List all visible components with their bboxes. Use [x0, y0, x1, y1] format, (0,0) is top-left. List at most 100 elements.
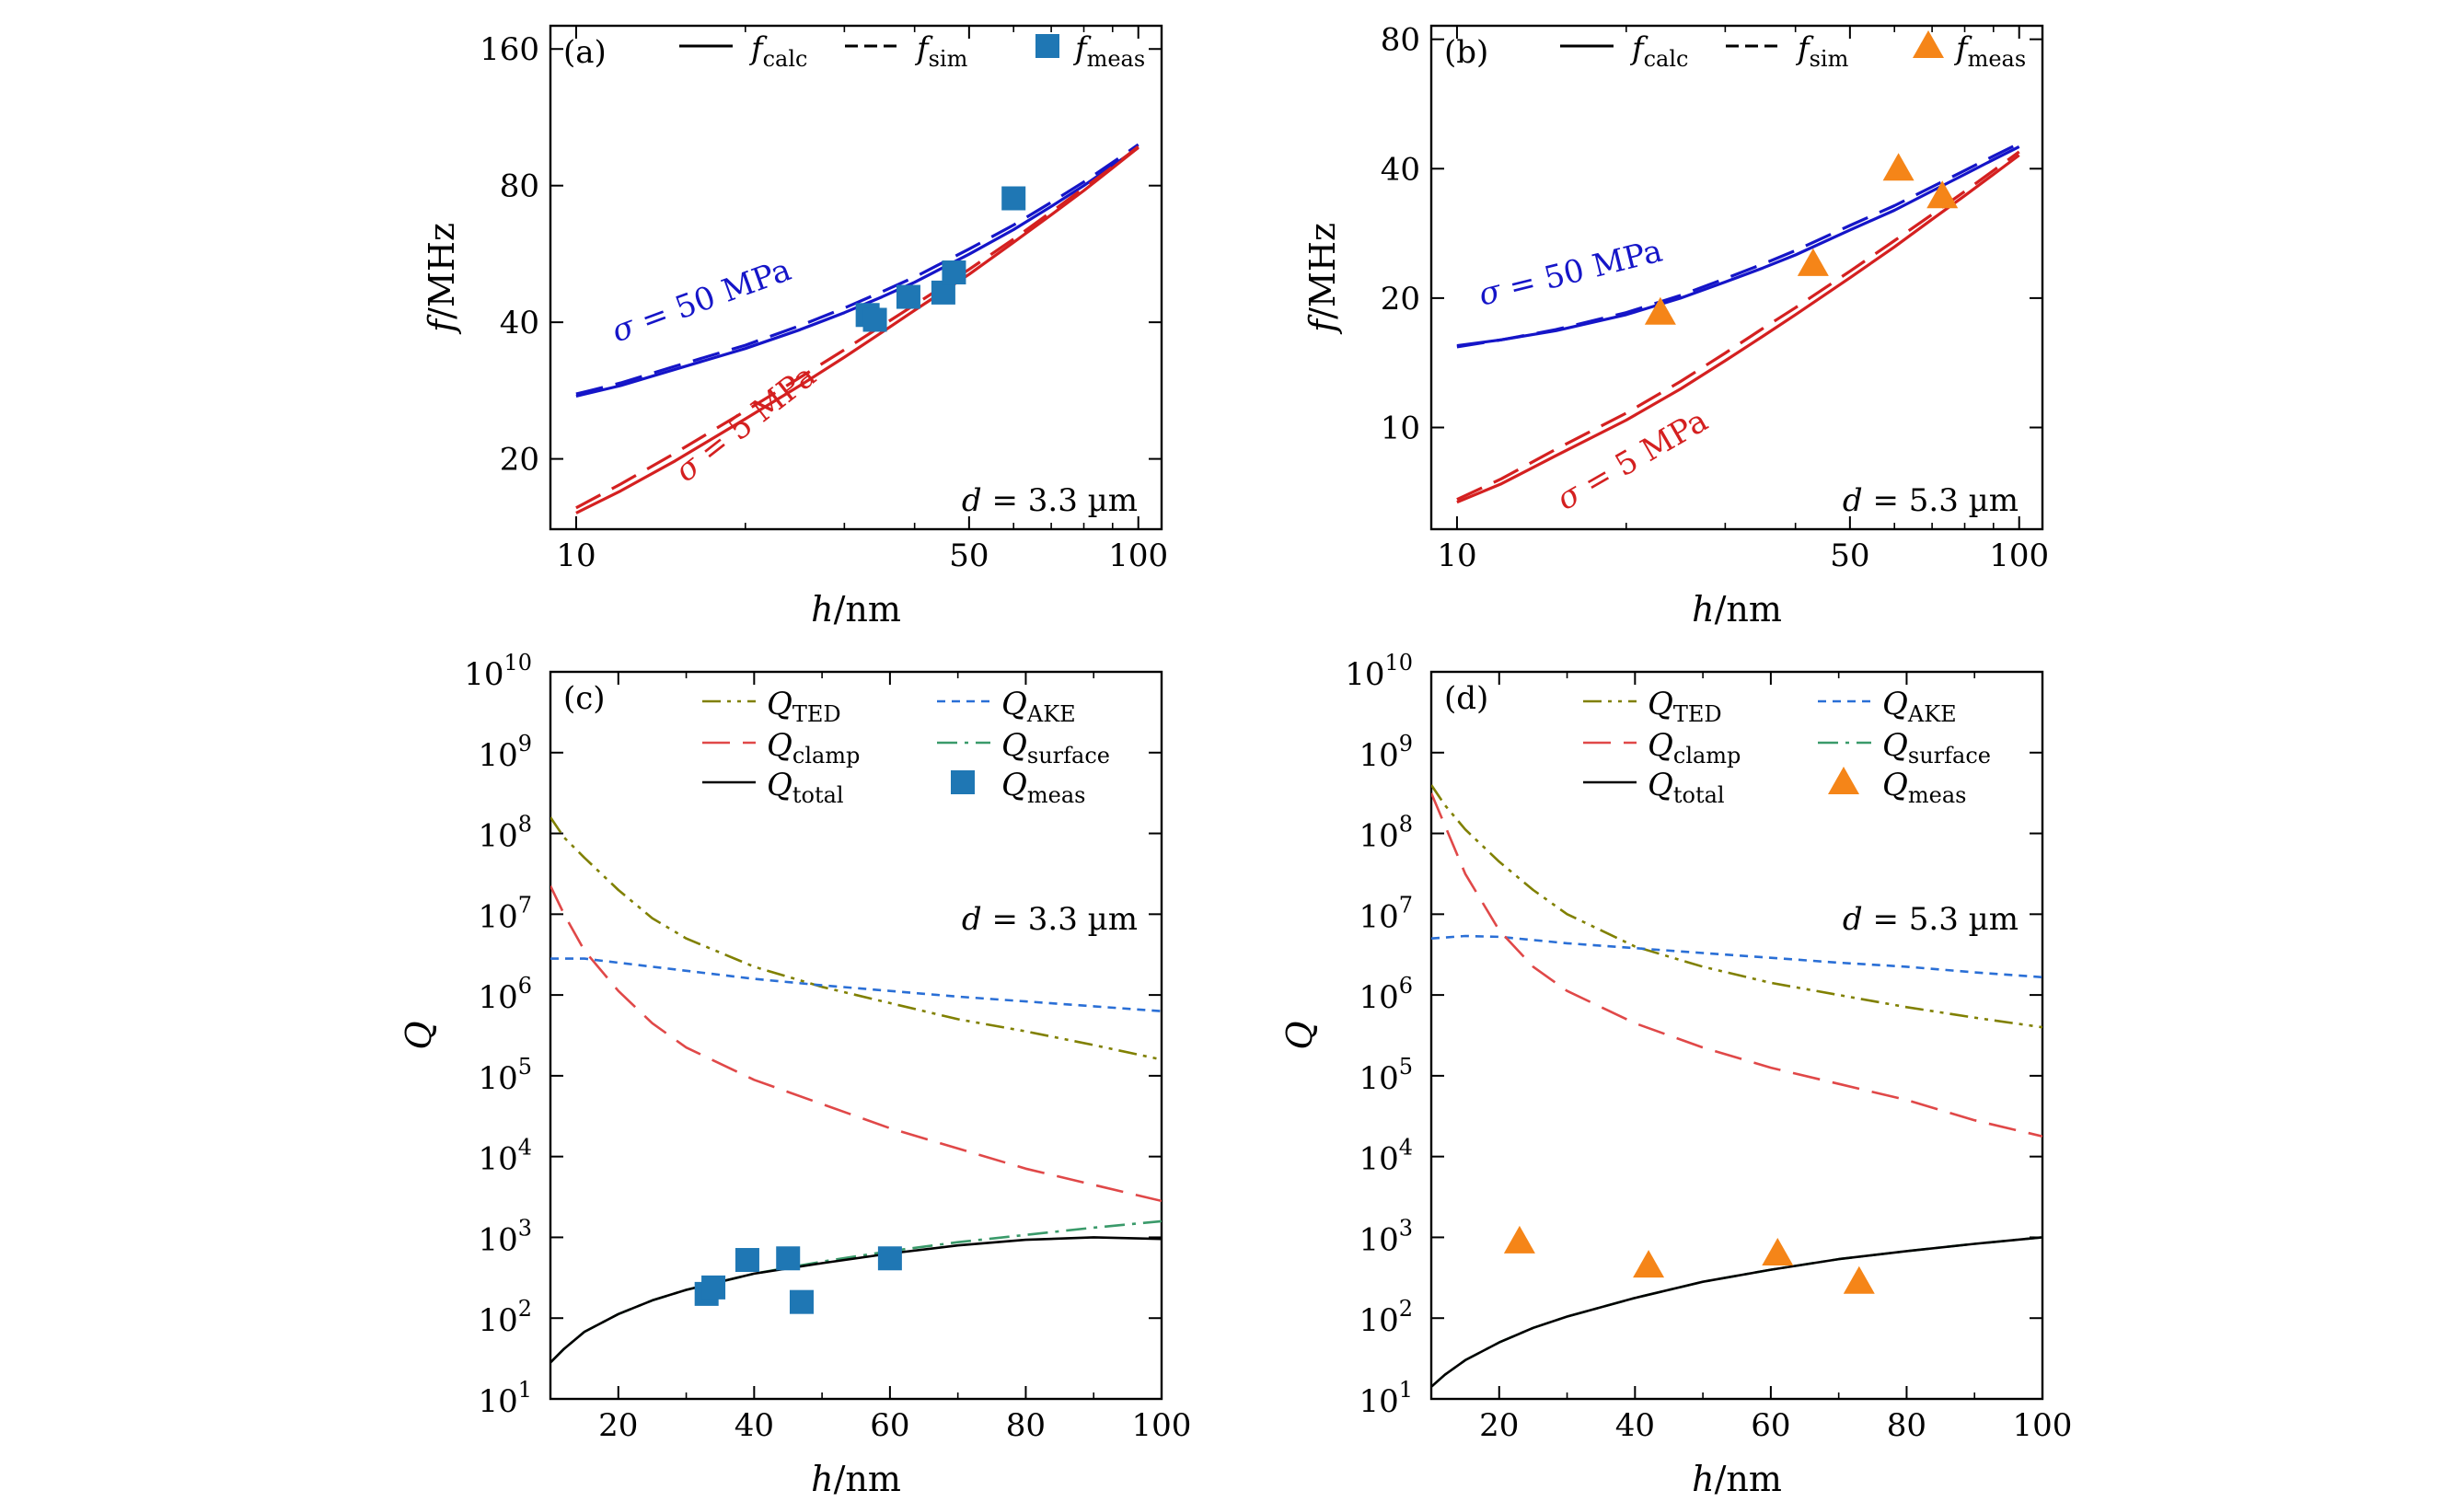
q-ted-dashdotdot-line	[1431, 784, 2042, 1029]
legend-label-q_ake: QAKE	[1001, 686, 1076, 727]
annotation: d = 5.3 µm	[1843, 901, 2019, 938]
x-axis-title: h/nm	[811, 1459, 901, 1499]
y-tick-label: 108	[478, 812, 532, 855]
y-axis-title: f/MHz	[422, 223, 462, 335]
legend-label-calc: fcalc	[1629, 30, 1688, 72]
x-tick-label: 100	[1132, 1407, 1192, 1444]
legend-label-q_ake: QAKE	[1882, 686, 1957, 727]
legend-label-q_ted: QTED	[767, 686, 841, 727]
x-tick-label: 40	[735, 1407, 774, 1444]
panel-label: (d)	[1444, 680, 1488, 717]
measured-point	[776, 1246, 801, 1271]
-5-mpa-sim-line	[1456, 150, 2020, 502]
legend-label-meas: fmeas	[1072, 30, 1145, 72]
q-clamp-dashed-line	[550, 885, 1162, 1203]
q-total-solid-line	[1431, 1236, 2042, 1388]
y-tick-label: 109	[478, 731, 532, 774]
x-tick-label: 50	[949, 537, 989, 574]
annotation: d = 5.3 µm	[1843, 482, 2019, 519]
y-tick-label: 106	[1359, 973, 1413, 1016]
y-tick-label: 103	[1359, 1215, 1413, 1258]
x-tick-label: 100	[2013, 1407, 2073, 1444]
measured-point	[1843, 1265, 1875, 1294]
x-tick-label: 100	[1989, 537, 2049, 574]
q-surface-dashdot-line	[1431, 1236, 2042, 1388]
-5-mpa-calc-line	[1456, 154, 2020, 504]
legend-label-q_meas: Qmeas	[1001, 767, 1085, 808]
measured-point	[1644, 296, 1676, 325]
y-axis-title: Q	[1279, 1021, 1320, 1049]
measured-point	[701, 1275, 726, 1300]
annotation: d = 3.3 µm	[962, 482, 1138, 519]
measured-point	[862, 307, 887, 332]
measured-point	[1926, 180, 1959, 209]
measured-point	[896, 284, 920, 309]
legend-label-sim: fsim	[914, 30, 968, 72]
x-tick-label: 20	[1479, 1407, 1519, 1444]
y-tick-label: 107	[478, 892, 532, 935]
y-tick-label: 10	[1381, 410, 1420, 446]
q-ake-dotted-line	[1431, 934, 2042, 979]
panel-a: 10 50 100 20 40 80 160 h/nm f/MHz (a) d = 3.3 µm σ …	[422, 24, 1168, 630]
x-tick-label: 100	[1108, 537, 1168, 574]
axes-frame	[1429, 670, 2044, 1401]
legend-label-q_surface: Qsurface	[1001, 727, 1110, 768]
q-ted-dashdotdot-line	[550, 816, 1162, 1061]
measured-point	[789, 1289, 814, 1314]
axes-frame	[1429, 24, 2044, 531]
legend-marker	[1913, 30, 1944, 58]
x-tick-label: 10	[1437, 537, 1476, 574]
measured-point	[877, 1246, 902, 1271]
y-tick-label: 80	[1381, 22, 1420, 59]
measured-point	[1762, 1238, 1794, 1265]
curves	[1456, 142, 2020, 504]
y-tick-label: 40	[500, 305, 539, 341]
y-tick-label: 108	[1359, 812, 1413, 855]
measured-point	[1001, 186, 1026, 211]
y-tick-label: 160	[480, 31, 539, 68]
y-tick-label: 1010	[1345, 650, 1413, 693]
y-tick-label: 101	[478, 1377, 532, 1420]
label-sigma-50: σ = 50 MPa	[1475, 233, 1666, 314]
x-tick-label: 60	[1751, 1407, 1790, 1444]
axes-frame	[549, 670, 1163, 1401]
annotation: d = 3.3 µm	[962, 901, 1138, 938]
x-axis-title: h/nm	[1692, 589, 1782, 630]
-50-mpa-calc-line	[1456, 144, 2020, 348]
y-tick-label: 105	[1359, 1054, 1413, 1097]
q-total-solid-line	[550, 1236, 1162, 1364]
y-tick-label: 40	[1381, 151, 1420, 188]
legend-label-q_clamp: Qclamp	[767, 727, 860, 768]
y-tick-label: 20	[1381, 281, 1420, 318]
y-tick-label: 101	[1359, 1377, 1413, 1420]
y-tick-label: 104	[478, 1135, 532, 1178]
y-tick-label: 1010	[464, 650, 532, 693]
panel-label: (c)	[563, 680, 606, 717]
y-tick-label: 105	[478, 1054, 532, 1097]
legend-label-meas: fmeas	[1953, 30, 2026, 72]
legend-label-q_clamp: Qclamp	[1648, 727, 1741, 768]
x-tick-label: 10	[556, 537, 596, 574]
x-tick-label: 50	[1830, 537, 1869, 574]
panel-b: 10 50 100 10 20 40 80 h/nm f/MHz (b) d = 5.3 µm σ =…	[1302, 22, 2049, 630]
x-axis-title: h/nm	[1692, 1459, 1782, 1499]
legend-marker	[951, 770, 975, 794]
legend-label-q_surface: Qsurface	[1882, 727, 1991, 768]
curves	[550, 816, 1162, 1364]
y-tick-label: 102	[478, 1296, 532, 1339]
x-tick-label: 80	[1887, 1407, 1926, 1444]
y-tick-label: 80	[500, 168, 539, 205]
panel-c: 20 40 60 80 100 101 102 103 104 105 106 107 108 109 10…	[399, 650, 1191, 1499]
y-tick-label: 104	[1359, 1135, 1413, 1178]
-50-mpa-calc-line	[575, 146, 1139, 398]
label-sigma-5: σ = 5 MPa	[668, 357, 823, 490]
q-surface-dashdot-line	[550, 1219, 1162, 1364]
y-axis-title: Q	[399, 1021, 439, 1049]
y-tick-label: 103	[478, 1215, 532, 1258]
y-tick-label: 102	[1359, 1296, 1413, 1339]
measured-point	[931, 280, 955, 305]
curves	[1431, 784, 2042, 1388]
label-sigma-50: σ = 50 MPa	[607, 251, 795, 350]
measured-point	[1503, 1225, 1535, 1254]
